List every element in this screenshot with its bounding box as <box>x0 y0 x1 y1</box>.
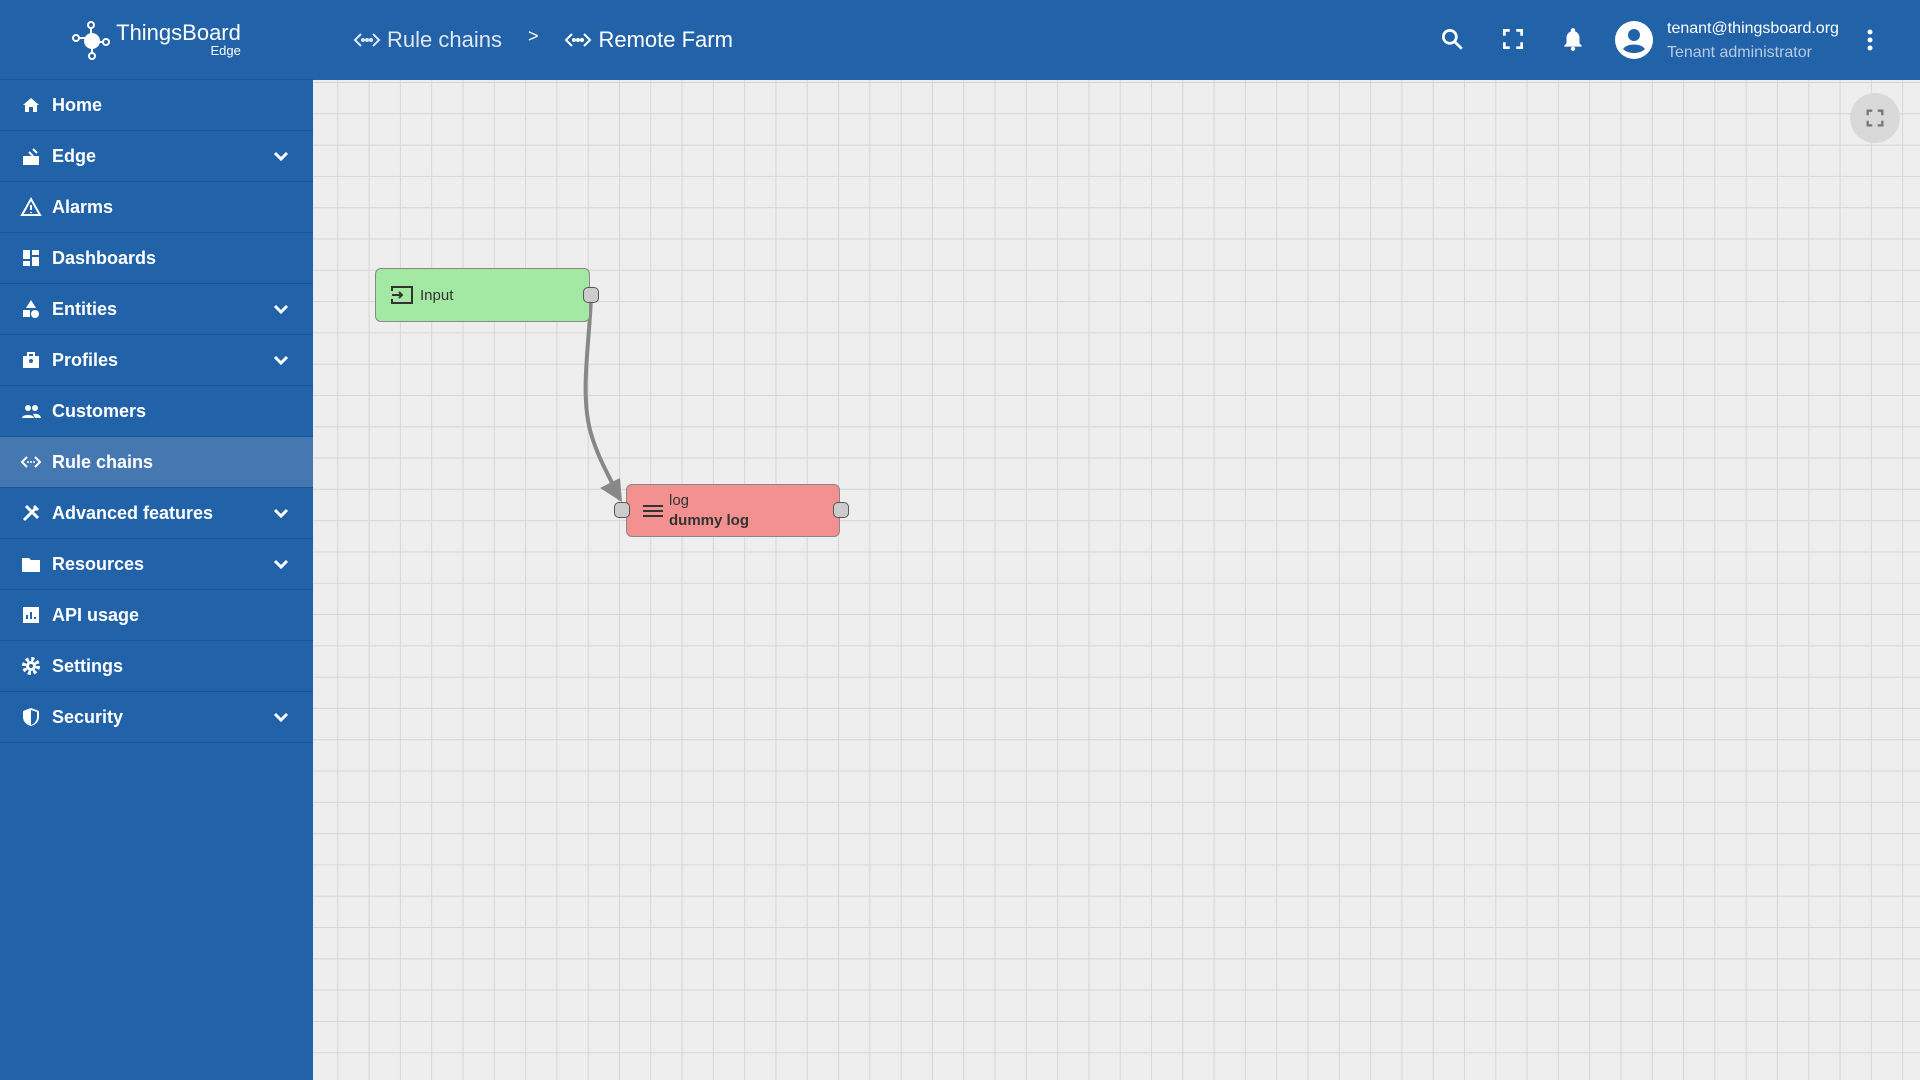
shield-icon <box>20 706 42 728</box>
thingsboard-logo-icon <box>72 20 111 60</box>
sidebar-item-label: Resources <box>52 553 145 574</box>
connection-line[interactable] <box>583 294 622 501</box>
sidebar-item-label: Advanced features <box>52 502 214 523</box>
user-email: tenant@thingsboard.org <box>1667 20 1839 37</box>
code-arrows-icon <box>565 33 592 47</box>
output-port[interactable] <box>833 502 849 518</box>
sidebar-item-label: Rule chains <box>52 451 154 472</box>
sidebar-item-label: Customers <box>52 400 147 421</box>
input-icon <box>391 286 413 304</box>
sidebar-item-home[interactable]: Home <box>0 80 313 131</box>
chevron-down-icon[interactable] <box>271 299 291 319</box>
rule-chain-canvas[interactable] <box>313 80 1920 1080</box>
dashboard-icon <box>20 247 42 269</box>
sidebar-item-api-usage[interactable]: API usage <box>0 590 313 641</box>
chevron-down-icon[interactable] <box>271 503 291 523</box>
sidebar-item-security[interactable]: Security <box>0 692 313 743</box>
fullscreen-icon <box>1866 109 1884 127</box>
node-label: Input <box>420 286 454 304</box>
node-type: log <box>669 491 690 509</box>
sidebar-item-advanced-features[interactable]: Advanced features <box>0 488 313 539</box>
router-icon <box>20 145 42 167</box>
canvas-fullscreen-button[interactable] <box>1850 93 1900 143</box>
chevron-down-icon[interactable] <box>271 146 291 166</box>
sidebar-item-customers[interactable]: Customers <box>0 386 313 437</box>
people-icon <box>20 400 42 422</box>
folder-icon <box>20 553 42 575</box>
warning-icon <box>20 196 42 218</box>
output-port[interactable] <box>583 287 599 303</box>
notifications-bell-icon[interactable] <box>1560 26 1586 52</box>
breadcrumb-separator: > <box>527 25 539 46</box>
sidebar-item-alarms[interactable]: Alarms <box>0 182 313 233</box>
sidebar-item-label: Alarms <box>52 196 114 217</box>
node-name: dummy log <box>669 511 750 529</box>
logo[interactable]: ThingsBoard Edge <box>0 0 313 80</box>
chart-icon <box>20 604 42 626</box>
input-port[interactable] <box>614 502 630 518</box>
chevron-down-icon[interactable] <box>271 350 291 370</box>
sidebar-item-edge[interactable]: Edge <box>0 131 313 182</box>
rule-node-log[interactable]: log dummy log <box>614 484 849 537</box>
sidebar-item-settings[interactable]: Settings <box>0 641 313 692</box>
sidebar-item-label: Profiles <box>52 349 119 370</box>
gear-icon <box>20 655 42 677</box>
sidebar-item-label: Settings <box>52 655 124 676</box>
search-icon[interactable] <box>1439 26 1465 52</box>
breadcrumb-remote-farm: Remote Farm <box>564 27 733 53</box>
menu-lines-icon <box>643 504 663 517</box>
sidebar-item-label: Security <box>52 706 124 727</box>
chevron-down-icon[interactable] <box>271 707 291 727</box>
user-info[interactable]: tenant@thingsboard.org Tenant administra… <box>1667 17 1839 65</box>
chevron-down-icon[interactable] <box>271 554 291 574</box>
category-icon <box>20 298 42 320</box>
sidebar-item-profiles[interactable]: Profiles <box>0 335 313 386</box>
user-role: Tenant administrator <box>1667 44 1812 61</box>
breadcrumb-label: Rule chains <box>387 27 502 52</box>
badge-icon <box>20 349 42 371</box>
sidebar: ThingsBoard Edge Home Edge Alarms Dashboards… <box>0 0 313 1080</box>
app-subtitle: Edge <box>210 42 241 58</box>
sidebar-item-label: Dashboards <box>52 247 157 268</box>
sidebar-item-label: Entities <box>52 298 118 319</box>
sidebar-item-rule-chains[interactable]: Rule chains <box>0 437 313 488</box>
sidebar-item-label: Edge <box>52 145 97 166</box>
breadcrumb-rule-chains[interactable]: Rule chains <box>353 27 502 53</box>
tools-icon <box>20 502 42 524</box>
sidebar-item-dashboards[interactable]: Dashboards <box>0 233 313 284</box>
sidebar-item-entities[interactable]: Entities <box>0 284 313 335</box>
breadcrumb-label: Remote Farm <box>598 27 733 52</box>
sidebar-item-label: API usage <box>52 604 140 625</box>
code-arrows-icon <box>353 33 381 47</box>
code-arrows-icon <box>20 451 42 473</box>
sidebar-item-label: Home <box>52 94 103 115</box>
app-title: ThingsBoard <box>116 19 241 45</box>
home-icon <box>20 94 42 116</box>
rule-node-input[interactable]: Input <box>375 268 599 322</box>
connection-arrowhead <box>600 478 622 502</box>
avatar-icon[interactable] <box>1615 21 1653 59</box>
more-vert-icon[interactable] <box>1860 26 1880 54</box>
fullscreen-icon[interactable] <box>1500 26 1526 52</box>
sidebar-item-resources[interactable]: Resources <box>0 539 313 590</box>
